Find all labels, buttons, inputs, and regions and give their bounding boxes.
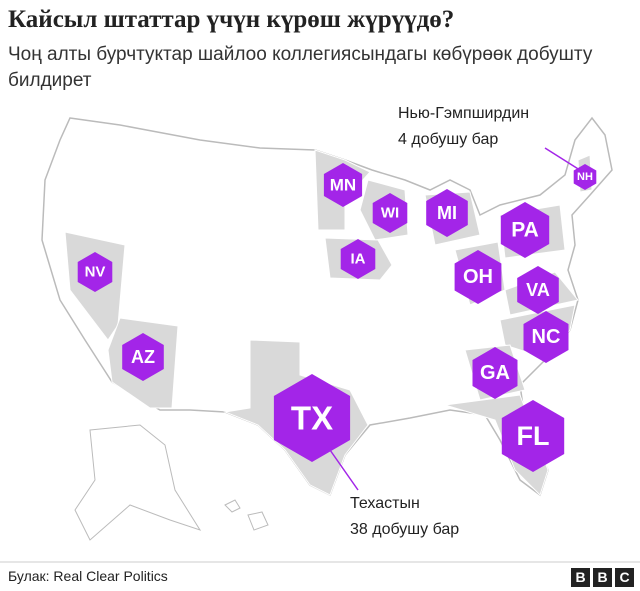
state-hexagon: [273, 374, 351, 462]
logo-letter: B: [593, 568, 612, 587]
tx-pointer: [329, 449, 359, 491]
state-hexagon: [500, 202, 550, 258]
hexagons: MN WI MI IA PA OH VA NC GA FL TX AZ NV NH: [77, 163, 597, 472]
state-hexagon: [372, 193, 408, 233]
state-label: AZ: [131, 347, 155, 367]
annotation: Техастын: [350, 495, 420, 512]
logo: B B C: [571, 568, 634, 587]
state-label: NV: [85, 264, 106, 281]
logo-letter: B: [571, 568, 590, 587]
state-hexagon: [77, 252, 113, 292]
state-hexagon: [340, 239, 376, 279]
state-label: TX: [291, 400, 333, 437]
state-hexagon: [501, 400, 565, 472]
state-hexagon: [472, 347, 518, 399]
state-label: MI: [437, 203, 457, 223]
state-label: GA: [480, 362, 510, 384]
state-hexagon: [573, 164, 597, 190]
state-label: OH: [463, 266, 493, 288]
state-hexagon: [454, 250, 502, 304]
subtitle: Чоң алты бурчтуктар шайлоо коллегиясында…: [8, 44, 593, 91]
state-label: FL: [517, 421, 550, 451]
state-label: NH: [577, 171, 593, 183]
hawaii: [224, 499, 269, 531]
state-hexagon: [517, 266, 559, 314]
logo-letter: C: [615, 568, 634, 587]
state-label: NC: [532, 326, 561, 348]
state-label: IA: [351, 251, 366, 268]
state-hexagon: [122, 333, 164, 381]
state-label: MN: [330, 176, 356, 195]
state-label: WI: [381, 205, 399, 222]
annotation: 4 добушу бар: [398, 131, 498, 148]
title: Кайсыл штаттар үчүн күрөш жүрүүдө?: [8, 6, 455, 33]
state-hexagon: [323, 163, 363, 207]
alaska: [74, 424, 202, 541]
state-label: PA: [511, 219, 539, 242]
state-label: VA: [526, 280, 550, 300]
nh-pointer: [544, 147, 584, 173]
state-hexagon: [523, 311, 569, 363]
annotation: 38 добушу бар: [350, 521, 459, 538]
annotation: Нью-Гэмпширдин: [398, 105, 529, 122]
source: Булак: Real Clear Politics: [8, 568, 168, 584]
state-hexagon: [426, 189, 468, 237]
